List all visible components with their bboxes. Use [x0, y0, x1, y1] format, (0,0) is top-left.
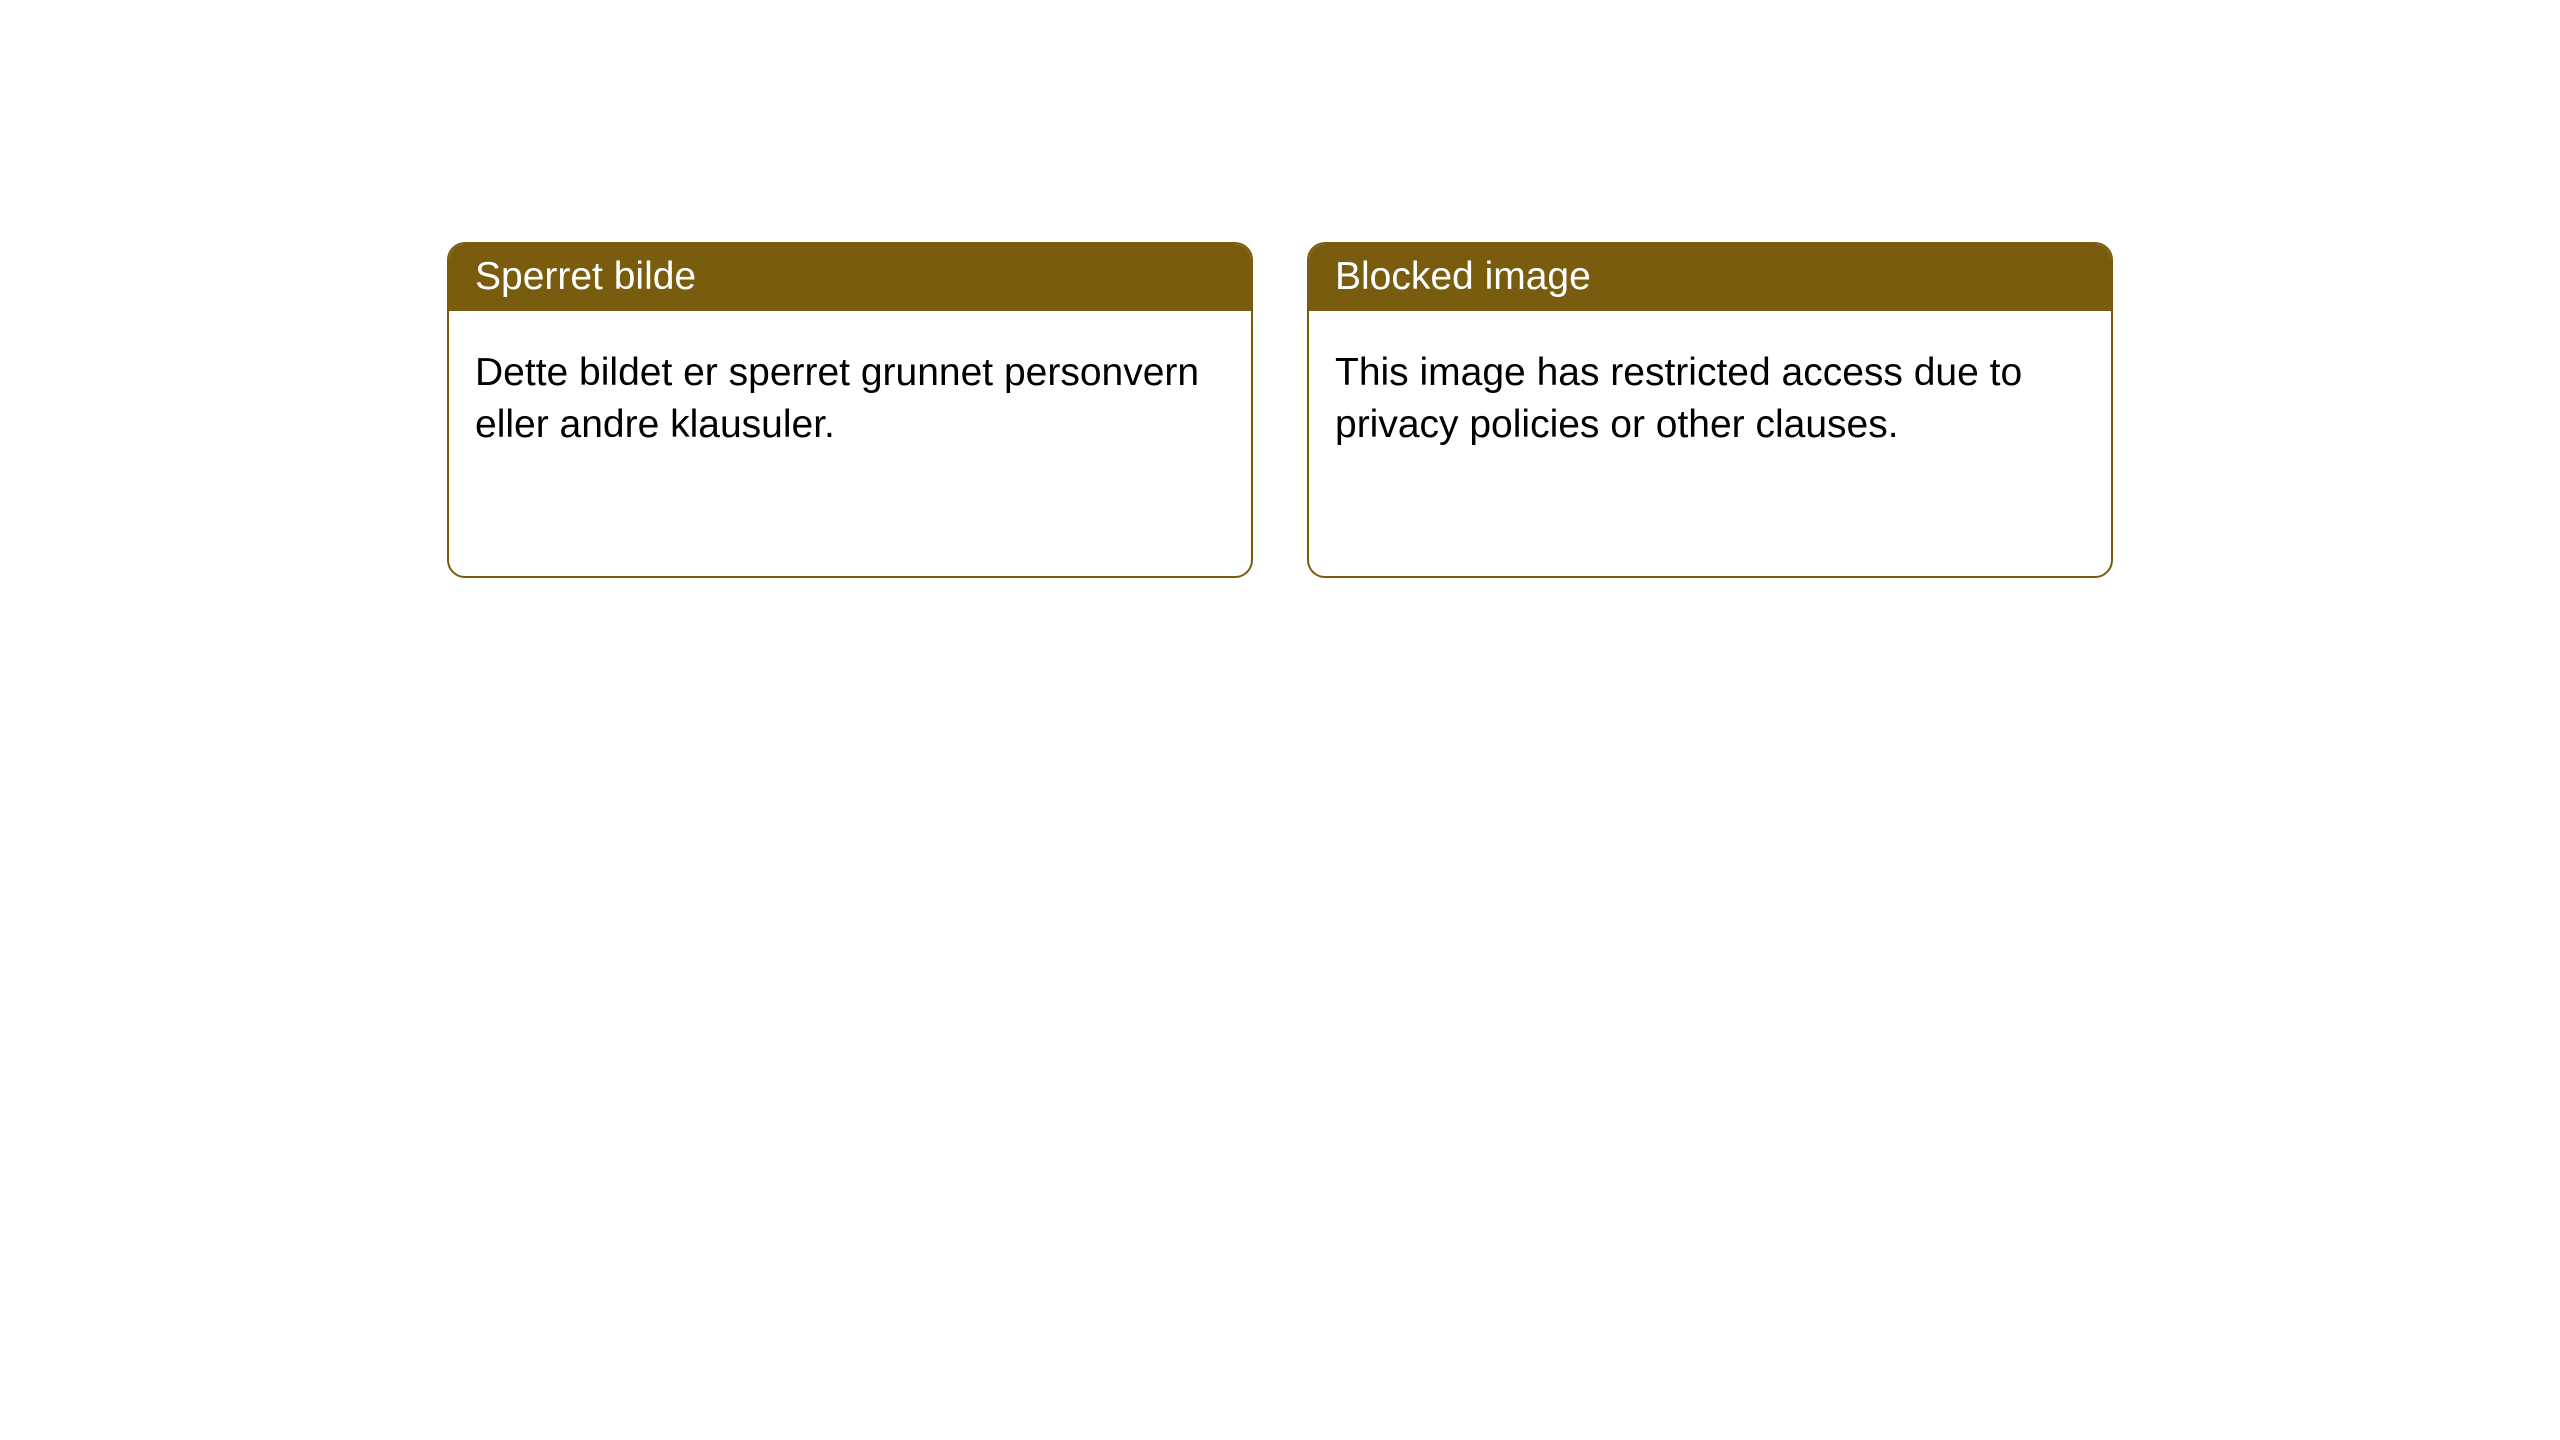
notice-body-norwegian: Dette bildet er sperret grunnet personve… — [449, 311, 1251, 488]
notice-header-english: Blocked image — [1309, 244, 2111, 311]
notice-container: Sperret bilde Dette bildet er sperret gr… — [0, 0, 2560, 578]
notice-body-english: This image has restricted access due to … — [1309, 311, 2111, 488]
notice-header-norwegian: Sperret bilde — [449, 244, 1251, 311]
notice-card-english: Blocked image This image has restricted … — [1307, 242, 2113, 578]
notice-card-norwegian: Sperret bilde Dette bildet er sperret gr… — [447, 242, 1253, 578]
